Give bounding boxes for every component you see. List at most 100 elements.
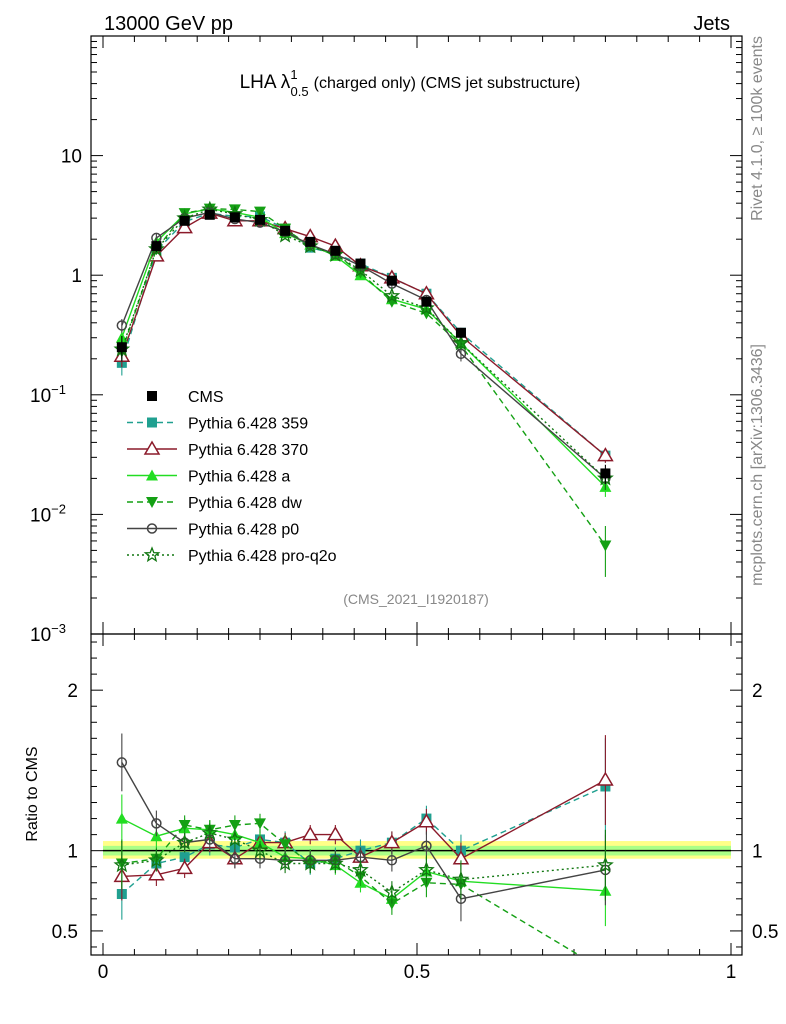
legend-label: Pythia 6.428 p0 <box>188 522 299 539</box>
plot-title: LHA λ1 0.5 (charged only) (CMS jet substru… <box>240 67 581 99</box>
ratio-line-pp0 <box>121 762 606 900</box>
main-ytick-label: 10 <box>61 147 82 168</box>
main-point <box>280 225 291 236</box>
ratio-point <box>418 861 435 878</box>
ratio-point <box>148 866 165 881</box>
ratio-point <box>178 819 191 831</box>
main-line-pdw <box>121 207 606 546</box>
main-point <box>301 237 319 254</box>
main-ytick-exponent: −1 <box>51 382 66 397</box>
ratio-line-pdw <box>121 822 581 955</box>
ratio-ytick-label-right: 0.5 <box>752 922 778 943</box>
main-point <box>455 327 466 338</box>
legend-item-pa: Pythia 6.428 a <box>127 469 290 486</box>
ratio-point <box>176 833 193 850</box>
legend-item-p370: Pythia 6.428 370 <box>127 440 308 459</box>
ratio-point <box>147 851 165 868</box>
legend-item-pp0: Pythia 6.428 p0 <box>127 522 299 539</box>
main-point <box>600 468 611 479</box>
main-point <box>599 540 612 552</box>
main-point <box>455 348 467 360</box>
legend-marker <box>146 469 158 481</box>
ratio-line-p359 <box>121 785 606 895</box>
main-ytick-mantissa: 10 <box>30 386 51 407</box>
main-ytick-label: 10−1 <box>30 382 66 407</box>
ratio-ytick-label-left: 1 <box>67 842 78 863</box>
main-point <box>355 258 366 269</box>
legend-item-pdw: Pythia 6.428 dw <box>127 495 302 512</box>
main-series-cms <box>116 209 611 484</box>
ratio-point <box>228 819 241 831</box>
main-ytick-mantissa: 10 <box>61 147 82 168</box>
main-point <box>116 342 127 353</box>
legend-marker <box>143 546 161 563</box>
ratio-point <box>251 841 269 858</box>
ratio-point <box>201 824 219 841</box>
main-point <box>228 204 241 216</box>
legend-label: CMS <box>188 389 224 406</box>
main-series-group <box>113 200 614 577</box>
ratio-ytick-label-left: 0.5 <box>52 922 78 943</box>
ratio-point <box>301 826 319 841</box>
ratio-point <box>386 855 398 866</box>
main-point <box>204 209 215 220</box>
title-sub: 0.5 <box>291 84 309 99</box>
ratio-point <box>385 898 398 910</box>
main-ytick-mantissa: 1 <box>71 266 82 287</box>
ratio-series-pp0 <box>116 733 611 922</box>
legend-item-cms: CMS <box>147 389 224 406</box>
ratio-series-group <box>113 733 614 955</box>
ratio-xtick-label: 0.5 <box>404 962 430 983</box>
main-ytick-mantissa: 10 <box>30 625 51 646</box>
ratio-point <box>421 840 432 852</box>
legend-label: Pythia 6.428 370 <box>188 442 308 459</box>
ratio-point <box>352 861 369 878</box>
ratio-xtick-label: 1 <box>726 962 737 983</box>
main-ytick-label: 10−3 <box>30 621 66 646</box>
header-right: Jets <box>693 13 730 35</box>
ratio-axis-ticks: 0.5 0.5 1 1 2 2 0 0.5 1 <box>52 634 778 983</box>
ratio-point <box>254 818 266 830</box>
ratio-line-pa <box>121 817 606 900</box>
main-point <box>176 219 193 234</box>
legend-label: Pythia 6.428 pro-q2o <box>188 548 337 565</box>
legend-marker <box>143 440 161 455</box>
main-line-pp0 <box>121 211 606 479</box>
ratio-point <box>151 818 162 829</box>
legend-item-pq2o: Pythia 6.428 pro-q2o <box>127 546 337 565</box>
legend-marker <box>147 391 157 401</box>
ratio-point <box>326 854 344 871</box>
ratio-point <box>115 812 128 824</box>
main-ytick-exponent: −2 <box>51 501 66 516</box>
main-point <box>330 245 341 256</box>
ratio-line-pq2o <box>121 832 606 894</box>
legend-label: Pythia 6.428 dw <box>188 495 302 512</box>
ratio-ytick-label-right: 2 <box>752 681 763 702</box>
ratio-series-pq2o <box>113 823 614 904</box>
side-label-top: Rivet 4.1.0, ≥ 100k events <box>749 36 766 221</box>
title-suffix: (charged only) (CMS jet substructure) <box>314 75 581 92</box>
ratio-point <box>179 852 190 863</box>
legend-item-p359: Pythia 6.428 359 <box>127 416 308 433</box>
ratio-point <box>301 854 319 871</box>
ratio-point <box>383 834 401 849</box>
main-point <box>305 236 316 247</box>
ratio-xtick-label: 0 <box>98 962 109 983</box>
main-point <box>383 287 401 304</box>
ratio-point <box>226 830 244 847</box>
ratio-point <box>229 853 241 864</box>
main-point <box>151 241 162 252</box>
side-label-bottom: mcplots.cern.ch [arXiv:1306.3436] <box>749 344 766 586</box>
main-point <box>597 447 614 462</box>
legend-marker <box>147 417 157 428</box>
ratio-point <box>176 859 193 875</box>
main-point <box>327 245 344 262</box>
main-point <box>452 334 470 351</box>
main-ytick-label: 1 <box>71 266 82 287</box>
ratio-point <box>383 883 401 900</box>
legend-marker <box>146 497 158 508</box>
legend-label: Pythia 6.428 a <box>188 469 290 486</box>
ratio-ytick-label-left: 2 <box>67 681 78 702</box>
